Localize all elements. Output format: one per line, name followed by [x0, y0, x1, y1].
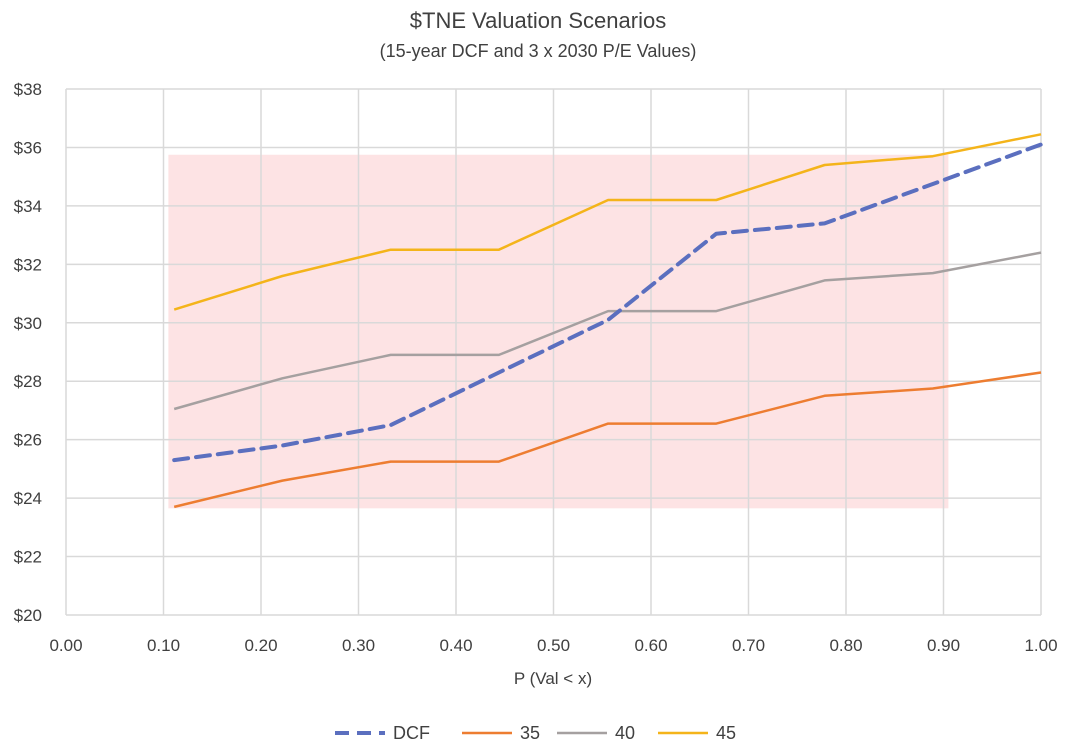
x-tick-label: 0.30 — [342, 636, 375, 655]
x-tick-label: 0.90 — [927, 636, 960, 655]
y-tick-label: $20 — [14, 606, 42, 625]
x-tick-label: 0.40 — [439, 636, 472, 655]
legend-label-45: 45 — [716, 723, 736, 743]
series-line-dcf — [172, 142, 1043, 463]
y-tick-label: $26 — [14, 431, 42, 450]
x-tick-label: 0.20 — [244, 636, 277, 655]
x-tick-label: 0.70 — [732, 636, 765, 655]
legend-label-dcf: DCF — [393, 723, 430, 743]
y-tick-label: $36 — [14, 138, 42, 157]
legend-label-35: 35 — [520, 723, 540, 743]
series-lines — [172, 133, 1043, 509]
y-tick-label: $38 — [14, 80, 42, 99]
y-tick-label: $34 — [14, 197, 42, 216]
grid-lines — [65, 88, 1042, 616]
y-tick-label: $30 — [14, 314, 42, 333]
x-tick-label: 0.00 — [49, 636, 82, 655]
y-tick-label: $32 — [14, 255, 42, 274]
y-tick-label: $22 — [14, 548, 42, 567]
chart-title: $TNE Valuation Scenarios — [410, 8, 666, 33]
y-tick-label: $24 — [14, 489, 42, 508]
x-tick-label: 0.50 — [537, 636, 570, 655]
series-line-45 — [173, 133, 1042, 311]
x-tick-label: 1.00 — [1024, 636, 1057, 655]
x-tick-label: 0.80 — [829, 636, 862, 655]
legend-label-40: 40 — [615, 723, 635, 743]
x-axis-label: P (Val < x) — [514, 669, 592, 688]
y-tick-label: $28 — [14, 372, 42, 391]
x-tick-label: 0.10 — [147, 636, 180, 655]
x-axis-ticks: 0.00 0.10 0.20 0.30 0.40 0.50 0.60 0.70 0.80 0.90… — [49, 636, 1057, 655]
series-line-40 — [173, 251, 1042, 411]
series-line-35 — [173, 371, 1042, 509]
chart-subtitle: (15-year DCF and 3 x 2030 P/E Values) — [380, 41, 697, 61]
y-axis-ticks: $20 $22 $24 $26 $28 $30 $32 $34 $36 $38 — [14, 80, 42, 625]
legend: DCF 35 40 45 — [335, 723, 736, 743]
x-tick-label: 0.60 — [634, 636, 667, 655]
